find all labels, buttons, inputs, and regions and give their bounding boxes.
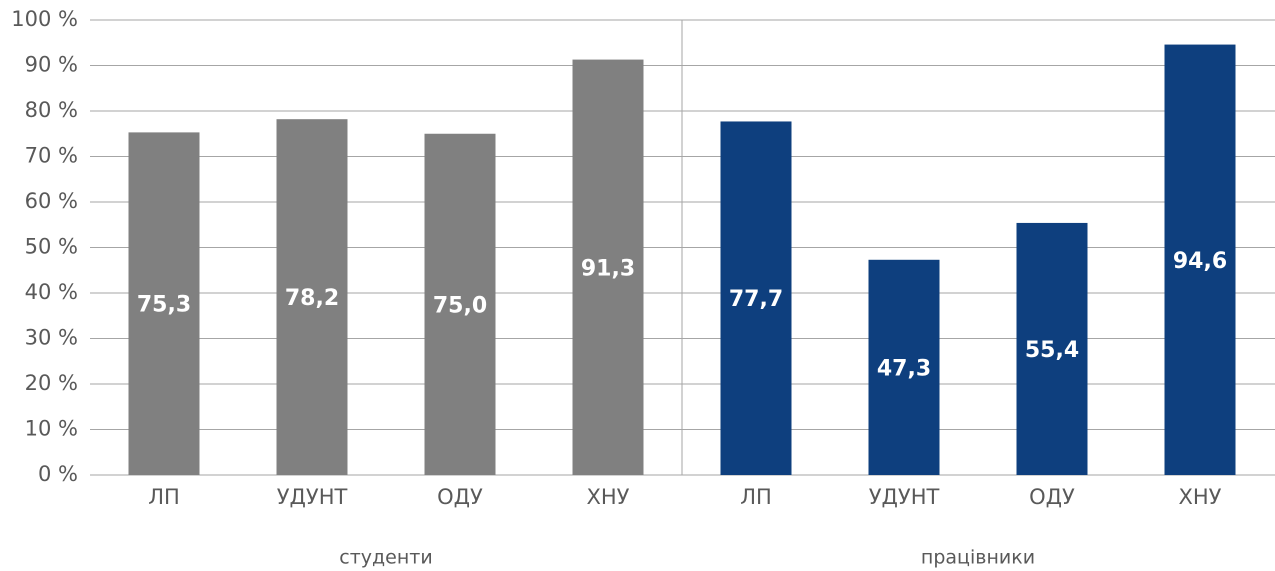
y-tick-label: 80 %	[25, 98, 78, 122]
y-tick-label: 60 %	[25, 189, 78, 213]
x-tick-label: УДУНТ	[869, 485, 940, 509]
y-tick-label: 0 %	[38, 462, 78, 486]
y-tick-label: 100 %	[11, 7, 78, 31]
x-tick-label: ОДУ	[1029, 485, 1075, 509]
value-label: 75,3	[137, 293, 191, 318]
y-tick-label: 20 %	[25, 371, 78, 395]
bar	[128, 132, 200, 475]
group-label: працівники	[921, 547, 1035, 569]
x-tick-label: ХНУ	[1179, 485, 1222, 509]
value-label: 75,0	[433, 293, 487, 318]
y-tick-label: 90 %	[25, 53, 78, 77]
group-label: студенти	[339, 547, 432, 569]
bar	[1016, 222, 1088, 475]
y-tick-label: 10 %	[25, 417, 78, 441]
bar	[424, 133, 496, 475]
bar	[868, 259, 940, 475]
value-label: 91,3	[581, 256, 635, 281]
x-tick-label: УДУНТ	[277, 485, 348, 509]
value-label: 47,3	[877, 356, 931, 381]
y-tick-label: 50 %	[25, 235, 78, 259]
value-label: 78,2	[285, 286, 339, 311]
y-tick-label: 30 %	[25, 326, 78, 350]
y-tick-label: 40 %	[25, 280, 78, 304]
bar	[572, 59, 644, 476]
bar	[276, 119, 348, 475]
value-label: 77,7	[729, 287, 783, 312]
y-tick-label: 70 %	[25, 144, 78, 168]
bar	[720, 121, 792, 475]
x-tick-label: ЛП	[148, 485, 180, 509]
value-label: 55,4	[1025, 338, 1079, 363]
x-tick-label: ЛП	[740, 485, 772, 509]
x-tick-label: ХНУ	[587, 485, 630, 509]
value-label: 94,6	[1173, 249, 1227, 274]
x-tick-label: ОДУ	[437, 485, 483, 509]
bar	[1164, 44, 1236, 475]
